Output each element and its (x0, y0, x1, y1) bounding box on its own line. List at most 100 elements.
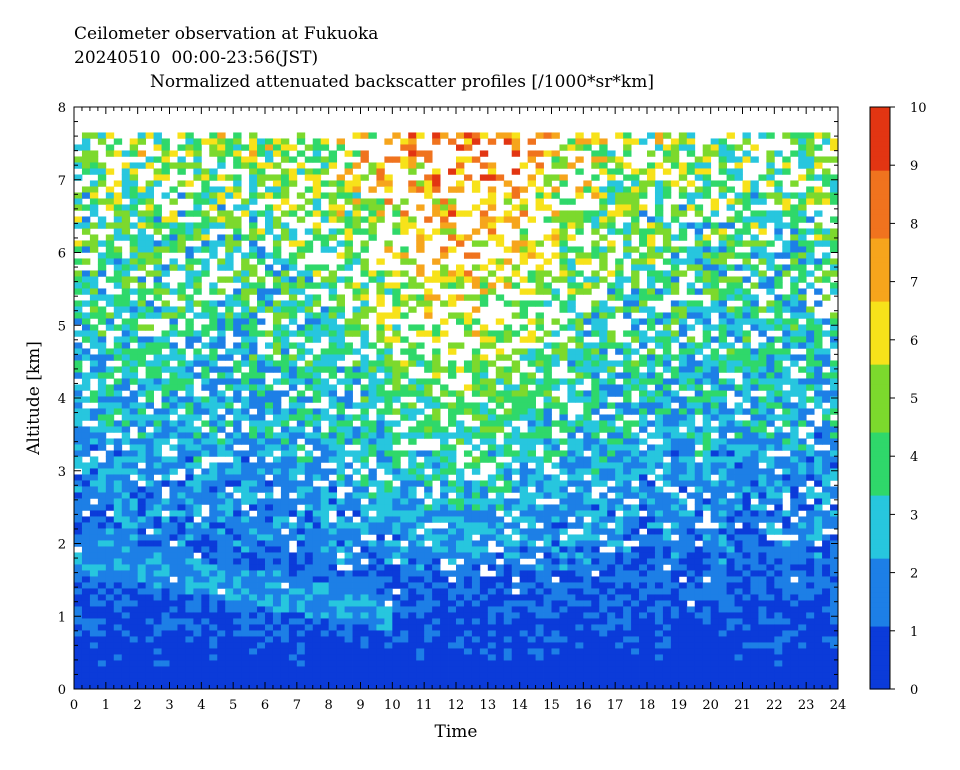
heatmap-cell (822, 174, 831, 181)
heatmap-cell (368, 390, 377, 397)
heatmap-cell (535, 186, 544, 193)
heatmap-cell (599, 258, 608, 265)
heatmap-cell (217, 378, 226, 385)
heatmap-cell (169, 384, 178, 391)
heatmap-cell (718, 318, 727, 325)
heatmap-cell (774, 552, 783, 559)
heatmap-cell (822, 354, 831, 361)
heatmap-cell (137, 546, 147, 553)
heatmap-cell (257, 534, 266, 541)
heatmap-cell (535, 546, 544, 553)
heatmap-cell (440, 480, 449, 487)
heatmap-cell (169, 306, 178, 313)
heatmap-cell (344, 414, 353, 421)
heatmap-cell (583, 210, 592, 217)
heatmap-cell (814, 144, 823, 151)
heatmap-cell (615, 480, 624, 487)
heatmap-cell (774, 336, 783, 343)
heatmap-cell (750, 486, 759, 493)
heatmap-cell (559, 144, 568, 151)
heatmap-cell (734, 288, 743, 295)
heatmap-cell (368, 426, 377, 433)
heatmap-cell (169, 342, 178, 349)
heatmap-cell (535, 324, 544, 331)
heatmap-cell (479, 216, 489, 223)
heatmap-cell (137, 258, 147, 265)
heatmap-cell (145, 534, 154, 541)
heatmap-cell (312, 498, 322, 505)
heatmap-cell (623, 150, 632, 157)
heatmap-cell (304, 510, 314, 517)
heatmap-cell (233, 546, 242, 553)
heatmap-cell (312, 366, 322, 373)
heatmap-cell (328, 372, 338, 379)
heatmap-cell (822, 228, 831, 235)
heatmap-cell (742, 156, 751, 163)
heatmap-cell (599, 516, 608, 523)
heatmap-cell (742, 186, 751, 193)
heatmap-cell (631, 246, 640, 253)
heatmap-cell (257, 306, 266, 313)
heatmap-cell (408, 522, 417, 529)
heatmap-cell (654, 546, 664, 553)
heatmap-cell (718, 144, 727, 151)
heatmap-cell (408, 516, 417, 523)
heatmap-cell (543, 456, 552, 463)
heatmap-cell (312, 432, 322, 439)
heatmap-cell (320, 324, 330, 331)
heatmap-cell (559, 306, 568, 313)
heatmap-cell (718, 330, 727, 337)
heatmap-cell (272, 216, 282, 223)
heatmap-cell (766, 216, 775, 223)
heatmap-cell (591, 282, 600, 289)
heatmap-cell (448, 504, 457, 511)
heatmap-cell (798, 132, 807, 139)
heatmap-cell (591, 240, 600, 247)
heatmap-cell (615, 504, 624, 511)
heatmap-cell (742, 552, 751, 559)
heatmap-cell (726, 168, 735, 175)
heatmap-cell (185, 504, 194, 511)
heatmap-cell (249, 264, 258, 271)
heatmap-cell (201, 222, 210, 229)
heatmap-cell (424, 510, 433, 517)
heatmap-cell (193, 198, 202, 205)
heatmap-cell (543, 444, 552, 451)
heatmap-cell (647, 318, 656, 325)
heatmap-cell (129, 204, 139, 211)
heatmap-cell (74, 306, 83, 313)
heatmap-cell (519, 546, 529, 553)
heatmap-cell (161, 222, 170, 229)
heatmap-cell (814, 378, 823, 385)
heatmap-cell (814, 468, 823, 475)
heatmap-cell (830, 522, 839, 529)
heatmap-cell (575, 186, 584, 193)
heatmap-cell (320, 468, 330, 475)
heatmap-cell (726, 378, 735, 385)
heatmap-cell (129, 420, 139, 427)
heatmap-cell (702, 354, 712, 361)
heatmap-cell (615, 534, 624, 541)
heatmap-cell (105, 222, 115, 229)
heatmap-cell (487, 504, 497, 511)
heatmap-cell (694, 234, 704, 241)
heatmap-cell (288, 378, 298, 385)
heatmap-cell (344, 426, 353, 433)
heatmap-cell (97, 252, 107, 259)
heatmap-cell (121, 438, 131, 445)
heatmap-cell (758, 474, 767, 481)
heatmap-cell (288, 294, 298, 301)
heatmap-cell (193, 426, 202, 433)
heatmap-cell (583, 510, 592, 517)
heatmap-cell (177, 144, 186, 151)
heatmap-cell (241, 294, 250, 301)
heatmap-cell (527, 318, 536, 325)
heatmap-cell (471, 252, 481, 259)
heatmap-cell (487, 528, 497, 535)
heatmap-cell (471, 384, 481, 391)
heatmap-cell (647, 540, 656, 547)
heatmap-cell (718, 516, 727, 523)
heatmap-cell (209, 252, 218, 259)
heatmap-cell (718, 192, 727, 199)
heatmap-cell (631, 534, 640, 541)
